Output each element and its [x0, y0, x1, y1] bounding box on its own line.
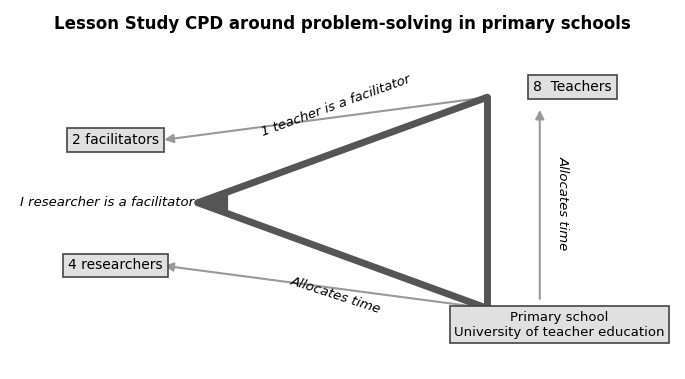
Text: Primary school
University of teacher education: Primary school University of teacher edu…: [454, 311, 664, 339]
Text: 1 teacher is a facilitator: 1 teacher is a facilitator: [260, 72, 412, 139]
Text: Allocates time: Allocates time: [556, 156, 569, 250]
Text: 8  Teachers: 8 Teachers: [534, 80, 612, 94]
Text: 2 facilitators: 2 facilitators: [72, 133, 159, 147]
Polygon shape: [198, 191, 227, 214]
Text: I researcher is a facilitator: I researcher is a facilitator: [21, 196, 195, 209]
Text: Allocates time: Allocates time: [289, 274, 383, 316]
Text: 4 researchers: 4 researchers: [68, 258, 163, 273]
Text: Lesson Study CPD around problem-solving in primary schools: Lesson Study CPD around problem-solving …: [54, 15, 631, 33]
